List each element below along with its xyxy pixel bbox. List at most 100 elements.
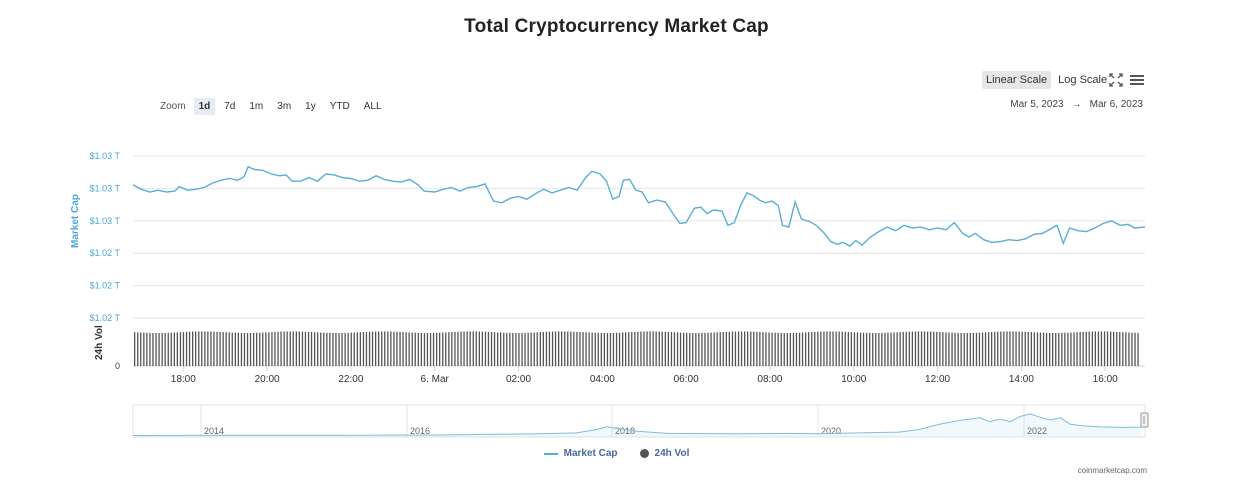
volume-bar bbox=[509, 332, 511, 366]
volume-bar bbox=[997, 331, 999, 366]
volume-bar bbox=[201, 331, 203, 366]
volume-bar bbox=[1058, 333, 1060, 366]
volume-bar bbox=[350, 332, 352, 366]
volume-bar bbox=[436, 332, 438, 366]
volume-bar bbox=[908, 331, 910, 366]
volume-bar bbox=[872, 333, 874, 366]
volume-bar bbox=[740, 331, 743, 366]
volume-bar bbox=[667, 331, 669, 366]
legend-market-cap[interactable]: Market Cap bbox=[543, 448, 618, 459]
log-scale-button[interactable]: Log Scale bbox=[1058, 73, 1108, 86]
volume-bar bbox=[307, 331, 310, 366]
zoom-7d-button[interactable]: 7d bbox=[224, 100, 236, 112]
volume-bar bbox=[1030, 332, 1032, 366]
volume-bar bbox=[664, 331, 666, 366]
volume-bar bbox=[533, 332, 535, 366]
volume-bar bbox=[216, 331, 218, 366]
volume-bar bbox=[716, 332, 718, 366]
zoom-1d-button[interactable]: 1d bbox=[193, 97, 216, 115]
volume-bar bbox=[923, 331, 926, 366]
volume-bar bbox=[137, 332, 139, 366]
volume-bar bbox=[579, 332, 581, 366]
volume-bar bbox=[381, 331, 383, 366]
volume-bar bbox=[1076, 332, 1078, 366]
volume-bar bbox=[640, 331, 642, 366]
x-tick-label: 20:00 bbox=[255, 374, 280, 385]
volume-bar bbox=[1113, 331, 1115, 366]
volume-bar bbox=[1128, 332, 1130, 366]
zoom-1m-button[interactable]: 1m bbox=[249, 100, 264, 112]
volume-bar bbox=[942, 332, 944, 366]
volume-bar bbox=[1006, 331, 1008, 366]
volume-bar bbox=[475, 331, 477, 366]
volume-bar bbox=[503, 332, 505, 366]
volume-bar bbox=[179, 332, 182, 366]
volume-bar bbox=[786, 333, 788, 366]
volume-bar bbox=[359, 332, 361, 366]
zoom-1y-button[interactable]: 1y bbox=[305, 100, 316, 112]
volume-bar bbox=[899, 332, 901, 366]
volume-bar bbox=[512, 333, 514, 366]
zoom-all-button[interactable]: ALL bbox=[363, 100, 382, 112]
volume-bar bbox=[335, 333, 337, 366]
volume-bar bbox=[734, 331, 737, 366]
volume-bar bbox=[1061, 332, 1063, 366]
volume-bar bbox=[570, 331, 572, 366]
volume-bar bbox=[695, 333, 697, 366]
volume-bar bbox=[945, 332, 947, 366]
range-from[interactable]: Mar 5, 2023 bbox=[1010, 99, 1064, 110]
volume-bar bbox=[737, 331, 740, 366]
volume-bar bbox=[655, 331, 657, 366]
volume-bar bbox=[490, 332, 493, 366]
volume-bar bbox=[710, 332, 712, 366]
legend-volume[interactable]: 24h Vol bbox=[639, 448, 689, 459]
volume-bar bbox=[1073, 332, 1075, 366]
volume-bar bbox=[881, 332, 883, 366]
zoom-3m-button[interactable]: 3m bbox=[277, 100, 292, 112]
volume-bar bbox=[783, 333, 785, 366]
volume-bar bbox=[841, 331, 843, 366]
volume-bar bbox=[603, 333, 605, 366]
volume-bar bbox=[1052, 333, 1054, 366]
volume-bar bbox=[317, 332, 319, 366]
volume-bar bbox=[414, 332, 416, 366]
x-tick-label: 06:00 bbox=[674, 374, 699, 385]
volume-bar bbox=[420, 332, 422, 366]
volume-bar bbox=[451, 332, 453, 366]
volume-bar bbox=[649, 331, 651, 366]
volume-bar bbox=[262, 332, 264, 366]
volume-bar bbox=[1027, 331, 1029, 366]
volume-bar bbox=[1009, 331, 1011, 366]
volume-bar bbox=[457, 331, 459, 366]
volume-bar bbox=[771, 332, 773, 366]
credits-link[interactable]: coinmarketcap.com bbox=[1077, 466, 1147, 475]
volume-bar bbox=[481, 331, 483, 366]
zoom-ytd-button[interactable]: YTD bbox=[329, 100, 350, 112]
navigator-year-label: 2020 bbox=[821, 426, 841, 436]
volume-bar bbox=[1125, 332, 1127, 366]
volume-bar bbox=[515, 333, 517, 366]
expand-icon[interactable] bbox=[1108, 72, 1124, 88]
volume-bar bbox=[158, 333, 160, 366]
volume-bar bbox=[628, 332, 630, 366]
volume-bar bbox=[673, 332, 676, 366]
volume-bar bbox=[1049, 332, 1051, 366]
volume-bar bbox=[689, 332, 691, 366]
volume-bar bbox=[707, 332, 709, 366]
volume-bar bbox=[185, 331, 188, 366]
range-to[interactable]: Mar 6, 2023 bbox=[1089, 99, 1143, 110]
navigator[interactable]: 2014 2016 2018 2020 2022 bbox=[132, 404, 1149, 438]
volume-bar bbox=[670, 332, 673, 366]
volume-bar bbox=[362, 332, 365, 366]
volume-bar bbox=[933, 331, 935, 366]
volume-bar bbox=[905, 331, 907, 366]
hamburger-menu-icon[interactable] bbox=[1129, 72, 1145, 88]
volume-bar bbox=[661, 331, 663, 366]
volume-bar bbox=[210, 331, 212, 366]
volume-bar bbox=[789, 333, 791, 366]
linear-scale-button[interactable]: Linear Scale bbox=[982, 70, 1052, 89]
volume-bar bbox=[866, 332, 868, 366]
volume-bar bbox=[701, 332, 703, 366]
volume-bar bbox=[951, 332, 953, 366]
volume-bar bbox=[975, 332, 978, 366]
